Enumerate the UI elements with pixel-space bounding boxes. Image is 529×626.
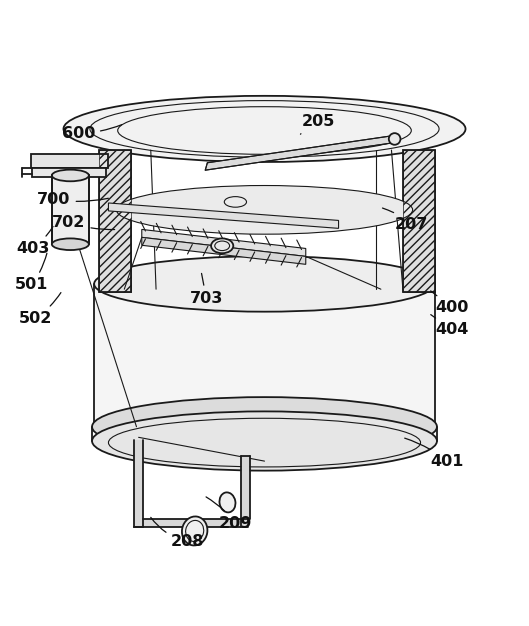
Text: 401: 401	[405, 438, 464, 469]
Polygon shape	[142, 237, 306, 264]
Text: 700: 700	[37, 192, 108, 207]
Polygon shape	[52, 175, 89, 244]
Ellipse shape	[389, 133, 400, 145]
Ellipse shape	[52, 239, 89, 250]
Ellipse shape	[116, 185, 413, 234]
Polygon shape	[32, 168, 106, 177]
Polygon shape	[134, 520, 248, 527]
Polygon shape	[142, 229, 306, 257]
Ellipse shape	[182, 516, 207, 545]
Text: 502: 502	[19, 292, 61, 326]
Polygon shape	[241, 456, 250, 527]
Polygon shape	[108, 203, 339, 228]
Polygon shape	[31, 154, 108, 168]
Polygon shape	[134, 440, 143, 527]
Text: 207: 207	[382, 208, 428, 232]
Ellipse shape	[220, 493, 235, 512]
Ellipse shape	[92, 411, 437, 471]
Ellipse shape	[63, 96, 466, 162]
Polygon shape	[99, 150, 131, 292]
Text: 404: 404	[431, 315, 469, 337]
Polygon shape	[205, 135, 396, 170]
Text: 209: 209	[206, 497, 252, 530]
Text: 501: 501	[15, 254, 49, 292]
Text: 400: 400	[431, 291, 469, 316]
Text: 703: 703	[189, 274, 223, 305]
Text: 702: 702	[52, 215, 115, 230]
Text: 208: 208	[151, 517, 205, 549]
Ellipse shape	[52, 170, 89, 182]
Text: 600: 600	[61, 125, 122, 141]
Ellipse shape	[211, 239, 233, 254]
Ellipse shape	[92, 397, 437, 456]
Text: 205: 205	[300, 114, 335, 134]
Polygon shape	[403, 150, 435, 292]
Ellipse shape	[94, 256, 435, 312]
Text: 403: 403	[16, 227, 53, 256]
Polygon shape	[94, 284, 435, 427]
